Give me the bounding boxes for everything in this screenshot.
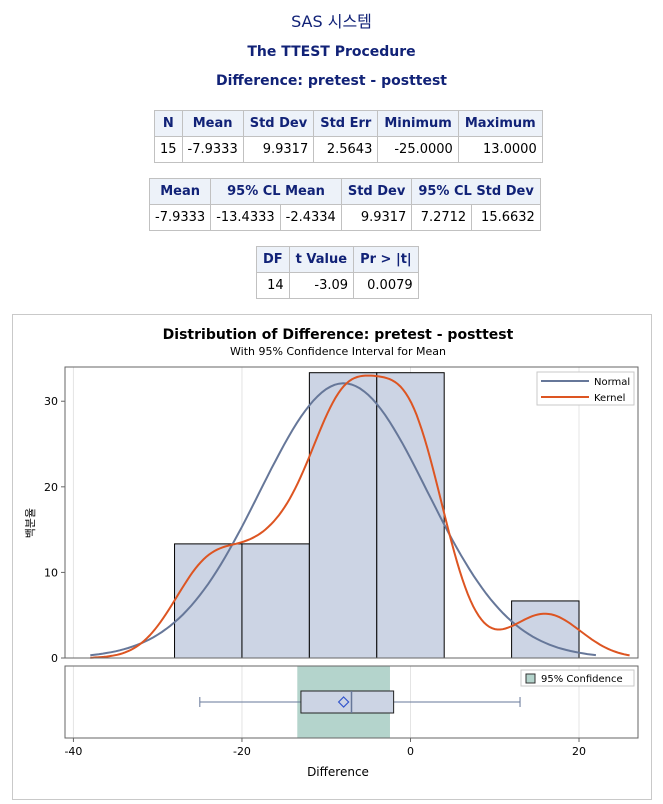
system-title: SAS 시스템 <box>291 12 372 31</box>
legend: Normal Kernel <box>536 371 635 406</box>
table-header-row: Mean 95% CL Mean Std Dev 95% CL Std Dev <box>148 178 541 205</box>
distribution-chart-svg: Distribution of Difference: pretest - po… <box>24 327 639 779</box>
difference-title: Difference: pretest - posttest <box>216 73 447 89</box>
confidence-limits-table: Mean 95% CL Mean Std Dev 95% CL Std Dev … <box>148 178 541 231</box>
t-test-table: DF t Value Pr > |t| 14 -3.09 0.0079 <box>256 246 419 299</box>
legend-label-kernel: Kernel <box>594 393 625 404</box>
boxplot-panel: 95% Confidence <box>64 665 639 739</box>
histogram-bar <box>174 543 243 659</box>
x-tick-label: -20 <box>233 745 251 758</box>
table-row: 14 -3.09 0.0079 <box>256 272 419 299</box>
y-tick-label: 20 <box>44 481 58 494</box>
table-header-row: DF t Value Pr > |t| <box>256 246 419 273</box>
y-tick-label: 30 <box>44 395 58 408</box>
summary-statistics-table: N Mean Std Dev Std Err Minimum Maximum 1… <box>154 110 543 163</box>
confidence-legend: 95% Confidence <box>520 669 635 687</box>
column-header: DF <box>256 246 290 273</box>
table-cell: 2.5643 <box>313 136 379 163</box>
y-tick-label: 10 <box>44 566 58 579</box>
table-cell: -7.9333 <box>148 204 212 231</box>
table-cell: -7.9333 <box>181 136 244 163</box>
confidence-legend-swatch <box>525 673 536 684</box>
histogram-bar <box>241 543 310 659</box>
mean-diamond <box>337 696 350 708</box>
y-tick-label: 0 <box>51 652 58 665</box>
table-cell: 15 <box>154 136 183 163</box>
table-cell: -2.4334 <box>279 204 342 231</box>
x-axis: -40 -20 0 20 <box>64 738 586 758</box>
histogram-bar <box>308 372 378 659</box>
x-tick-label: 0 <box>407 745 414 758</box>
column-header: Mean <box>148 178 212 205</box>
legend-label-normal: Normal <box>594 377 630 388</box>
column-header: Std Dev <box>340 178 413 205</box>
table-row: -7.9333 -13.4333 -2.4334 9.9317 7.2712 1… <box>148 204 541 231</box>
column-header: t Value <box>288 246 355 273</box>
procedure-title: The TTEST Procedure <box>247 44 416 60</box>
chart-title: Distribution of Difference: pretest - po… <box>163 327 514 343</box>
table-cell: -13.4333 <box>210 204 281 231</box>
column-header: Std Dev <box>242 110 315 137</box>
column-header: 95% CL Std Dev <box>411 178 541 205</box>
histogram-bar <box>376 372 445 659</box>
table-cell: 13.0000 <box>457 136 543 163</box>
table-header-row: N Mean Std Dev Std Err Minimum Maximum <box>154 110 543 137</box>
column-header: Pr > |t| <box>353 246 419 273</box>
distribution-chart: Distribution of Difference: pretest - po… <box>12 314 652 800</box>
table-cell: 7.2712 <box>411 204 473 231</box>
chart-subtitle: With 95% Confidence Interval for Mean <box>230 345 446 358</box>
table-cell: 14 <box>256 272 290 299</box>
column-header: Std Err <box>313 110 379 137</box>
normal-curve <box>90 382 597 657</box>
box-iqr <box>300 690 395 714</box>
x-axis-label: Difference <box>307 765 369 779</box>
histogram-panel: 0 10 20 30 Normal Kernel <box>44 366 639 665</box>
table-row: 15 -7.9333 9.9317 2.5643 -25.0000 13.000… <box>154 136 543 163</box>
confidence-legend-box <box>520 669 635 687</box>
column-header: 95% CL Mean <box>210 178 342 205</box>
kernel-curve <box>90 374 630 659</box>
table-cell: -3.09 <box>288 272 355 299</box>
table-cell: -25.0000 <box>377 136 459 163</box>
histogram-frame <box>64 366 639 659</box>
column-header: Maximum <box>457 110 543 137</box>
x-tick-label: -40 <box>64 745 82 758</box>
x-tick-label: 20 <box>572 745 586 758</box>
y-axis-label: 백분율 <box>24 508 37 538</box>
table-cell: 15.6632 <box>471 204 541 231</box>
column-header: Mean <box>181 110 244 137</box>
column-header: Minimum <box>377 110 459 137</box>
column-header: N <box>154 110 183 137</box>
boxplot-frame <box>64 665 639 739</box>
table-cell: 9.9317 <box>340 204 413 231</box>
table-cell: 0.0079 <box>353 272 419 299</box>
confidence-legend-label: 95% Confidence <box>541 674 623 685</box>
legend-box <box>536 371 635 406</box>
table-cell: 9.9317 <box>242 136 315 163</box>
